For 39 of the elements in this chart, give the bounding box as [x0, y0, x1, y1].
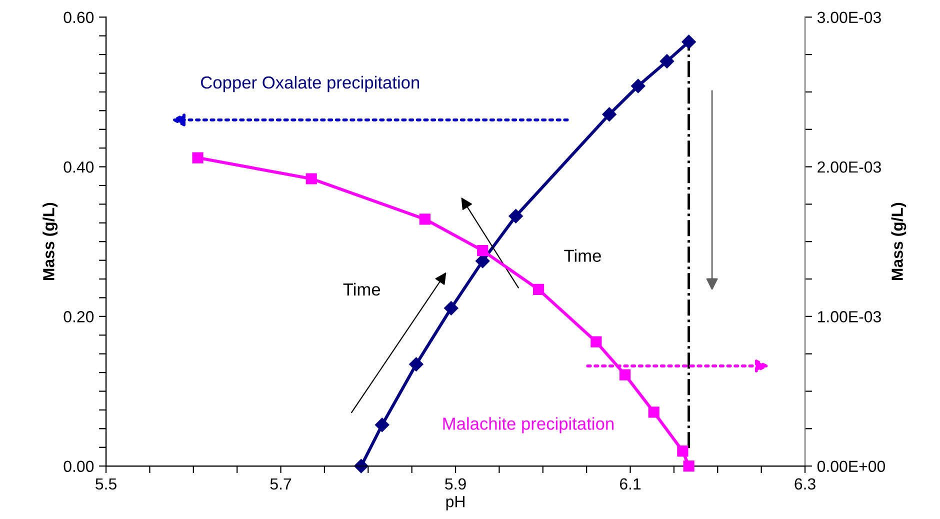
text: Malachite precipitation	[443, 417, 614, 434]
x-tick-label: 5.7	[270, 478, 292, 490]
y2-tick-label: 0.00E+00	[817, 460, 886, 472]
x-tick-label: 5.5	[96, 478, 116, 490]
point	[192, 152, 204, 164]
x-tick-label: 5.9	[445, 478, 466, 490]
point	[619, 369, 631, 380]
point	[306, 173, 317, 184]
x-tick-label: 6.3	[794, 478, 816, 490]
annotation: Time	[564, 249, 601, 262]
point	[409, 357, 424, 372]
point	[419, 214, 430, 225]
point	[508, 209, 523, 224]
point	[660, 54, 674, 68]
y-tick-label: 0.20	[64, 311, 94, 322]
y-tick-label: 0.00	[64, 460, 94, 472]
annotation: Time	[343, 282, 380, 296]
y2-tick-label: 3.00E-03	[817, 12, 881, 24]
point	[683, 460, 694, 472]
x-tick-label: 6.1	[620, 478, 641, 490]
point	[354, 458, 368, 474]
point	[590, 336, 602, 348]
x-axis-title: pH	[446, 496, 464, 510]
y2-tick-label: 1.00E-03	[818, 311, 881, 322]
point	[682, 34, 696, 49]
point	[375, 418, 390, 432]
y2-axis-title: Mass (g/L)	[891, 202, 906, 280]
y2-tick-label: 2.00E-03	[818, 161, 881, 173]
y-tick-label: 0.40	[64, 161, 94, 173]
point	[532, 284, 544, 296]
text: Copper Oxalate precipitation	[201, 76, 420, 92]
point	[677, 446, 688, 457]
point	[444, 301, 458, 316]
point	[648, 406, 660, 418]
point	[477, 245, 488, 256]
point	[631, 78, 646, 94]
y-tick-label: 0.60	[64, 12, 94, 24]
point	[602, 107, 616, 122]
y-axis-title: Mass (g/L)	[42, 202, 58, 280]
